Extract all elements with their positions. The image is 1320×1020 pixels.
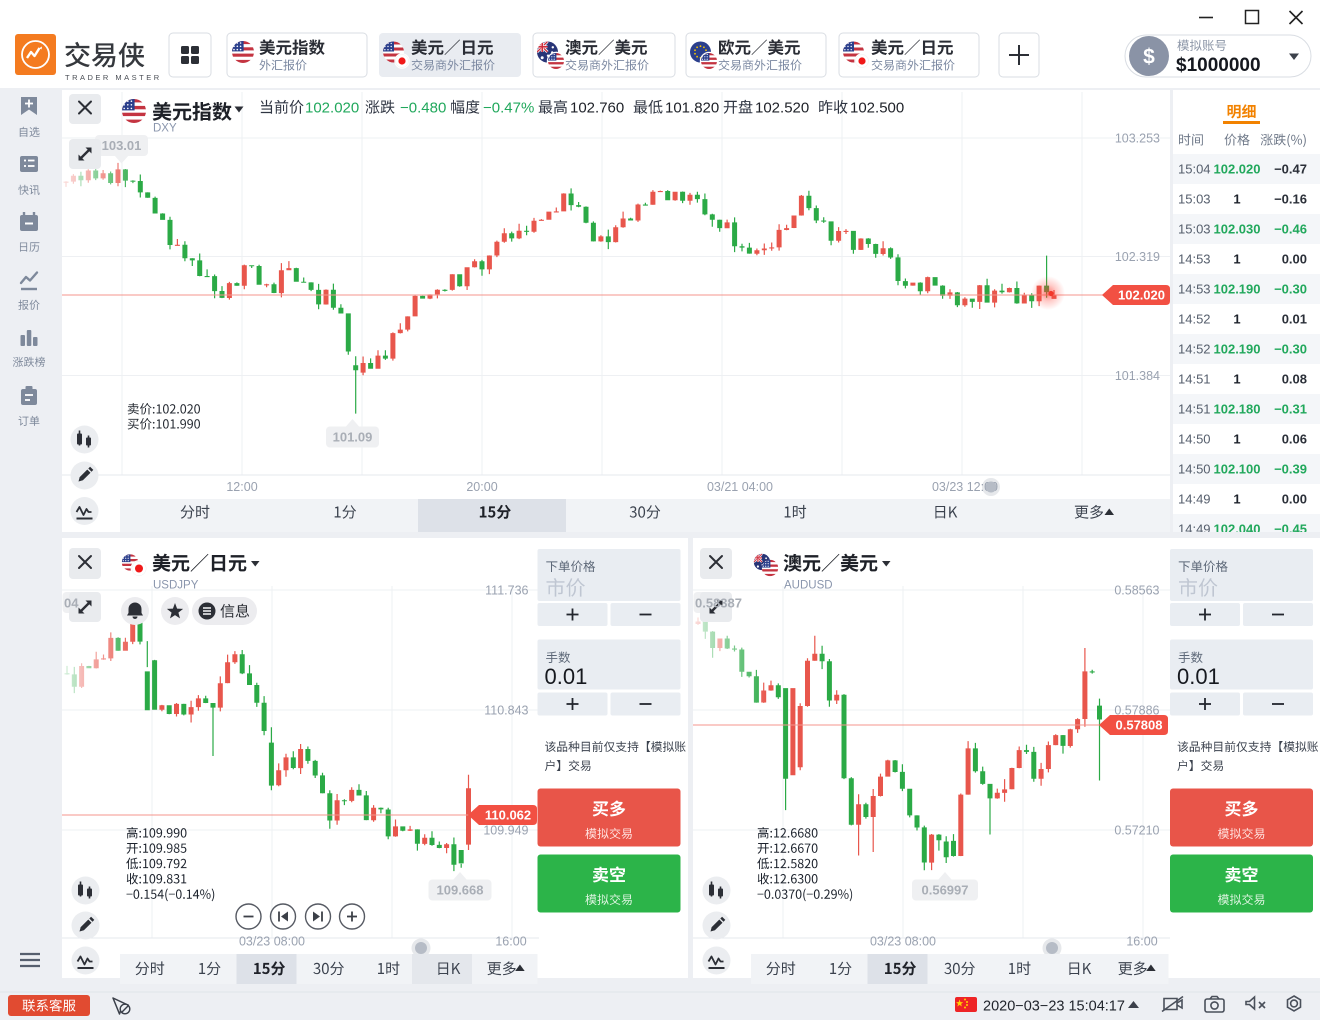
- svg-text:1: 1: [1233, 192, 1240, 207]
- svg-text:102.190: 102.190: [1214, 282, 1261, 297]
- svg-text:102.040: 102.040: [1214, 522, 1261, 537]
- svg-text:102.190: 102.190: [1214, 342, 1261, 357]
- svg-text:03/23 08:00: 03/23 08:00: [870, 935, 936, 949]
- svg-text:0.01: 0.01: [1177, 664, 1220, 689]
- svg-text:0.00: 0.00: [1282, 252, 1307, 267]
- svg-text:20:00: 20:00: [466, 480, 497, 494]
- svg-text:101.384: 101.384: [1115, 369, 1160, 383]
- svg-text:109.668: 109.668: [437, 883, 484, 898]
- svg-text:103.253: 103.253: [1115, 132, 1160, 146]
- svg-text:14:51: 14:51: [1178, 402, 1211, 417]
- svg-text:AUDUSD: AUDUSD: [784, 580, 833, 592]
- svg-text:−0.30: −0.30: [1274, 342, 1307, 357]
- svg-text:$1000000: $1000000: [1176, 55, 1261, 76]
- svg-text:USDJPY: USDJPY: [153, 580, 199, 592]
- svg-text:111.736: 111.736: [485, 584, 528, 598]
- svg-text:$: $: [1143, 46, 1155, 69]
- svg-text:102.100: 102.100: [1214, 462, 1261, 477]
- svg-text:TRADER MASTER: TRADER MASTER: [65, 73, 162, 82]
- svg-text:0.00: 0.00: [1282, 492, 1307, 507]
- svg-text:14:49: 14:49: [1178, 492, 1211, 507]
- svg-text:102.520: 102.520: [755, 100, 809, 117]
- svg-text:0.58563: 0.58563: [1114, 584, 1159, 598]
- svg-text:110.062: 110.062: [485, 808, 531, 823]
- svg-text:14:52: 14:52: [1178, 342, 1211, 357]
- svg-text:03/23 08:00: 03/23 08:00: [239, 935, 305, 949]
- svg-text:−0.16: −0.16: [1274, 192, 1307, 207]
- svg-text:2020−03−23 15:04:17: 2020−03−23 15:04:17: [983, 999, 1125, 1015]
- svg-text:102.030: 102.030: [1214, 222, 1261, 237]
- svg-text:0.01: 0.01: [545, 664, 588, 689]
- svg-text:0.08: 0.08: [1282, 372, 1307, 387]
- svg-text:15:04: 15:04: [1178, 162, 1211, 177]
- svg-text:109.949: 109.949: [483, 824, 528, 838]
- svg-text:0.57210: 0.57210: [1114, 824, 1159, 838]
- svg-text:03/23 12:00: 03/23 12:00: [932, 480, 998, 494]
- svg-text:102.760: 102.760: [570, 100, 624, 117]
- svg-text:−0.31: −0.31: [1274, 402, 1307, 417]
- svg-text:04: 04: [64, 596, 79, 611]
- svg-text:102.319: 102.319: [1115, 250, 1160, 264]
- svg-text:1: 1: [1233, 312, 1240, 327]
- svg-text:15:03: 15:03: [1178, 222, 1211, 237]
- svg-text:101.09: 101.09: [333, 430, 373, 445]
- svg-text:101.820: 101.820: [665, 100, 719, 117]
- svg-text:1: 1: [1233, 252, 1240, 267]
- svg-text:16:00: 16:00: [495, 935, 526, 949]
- svg-text:1: 1: [1233, 432, 1240, 447]
- svg-text:−0.47%: −0.47%: [483, 100, 534, 117]
- svg-text:0.06: 0.06: [1282, 432, 1307, 447]
- svg-text:1: 1: [1233, 372, 1240, 387]
- svg-text:102.020: 102.020: [1214, 162, 1261, 177]
- svg-text:0.01: 0.01: [1282, 312, 1307, 327]
- svg-text:−0.45: −0.45: [1274, 522, 1307, 537]
- svg-text:102.020: 102.020: [305, 100, 359, 117]
- svg-text:102.020: 102.020: [1118, 288, 1165, 303]
- svg-text:14:53: 14:53: [1178, 282, 1211, 297]
- svg-text:14:52: 14:52: [1178, 312, 1211, 327]
- svg-text:14:49: 14:49: [1178, 522, 1211, 537]
- svg-text:DXY: DXY: [153, 123, 177, 135]
- svg-text:−0.39: −0.39: [1274, 462, 1307, 477]
- svg-text:−0.46: −0.46: [1274, 222, 1307, 237]
- svg-text:−0.47: −0.47: [1274, 162, 1307, 177]
- svg-text:03/21 04:00: 03/21 04:00: [707, 480, 773, 494]
- svg-text:14:50: 14:50: [1178, 432, 1211, 447]
- svg-text:0.56997: 0.56997: [922, 883, 969, 898]
- svg-text:0.57808: 0.57808: [1116, 718, 1163, 733]
- svg-text:103.01: 103.01: [102, 138, 142, 153]
- svg-text:14:53: 14:53: [1178, 252, 1211, 267]
- svg-text:−0.480: −0.480: [400, 100, 446, 117]
- svg-text:102.500: 102.500: [850, 100, 904, 117]
- svg-text:−0.30: −0.30: [1274, 282, 1307, 297]
- svg-text:1: 1: [1233, 492, 1240, 507]
- svg-text:15:03: 15:03: [1178, 192, 1211, 207]
- svg-text:12:00: 12:00: [226, 480, 257, 494]
- svg-text:14:50: 14:50: [1178, 462, 1211, 477]
- svg-text:102.180: 102.180: [1214, 402, 1261, 417]
- svg-text:0.57886: 0.57886: [1114, 704, 1159, 718]
- svg-text:110.843: 110.843: [484, 704, 528, 718]
- svg-text:16:00: 16:00: [1126, 935, 1157, 949]
- svg-text:14:51: 14:51: [1178, 372, 1211, 387]
- svg-text:0.58387: 0.58387: [695, 596, 742, 611]
